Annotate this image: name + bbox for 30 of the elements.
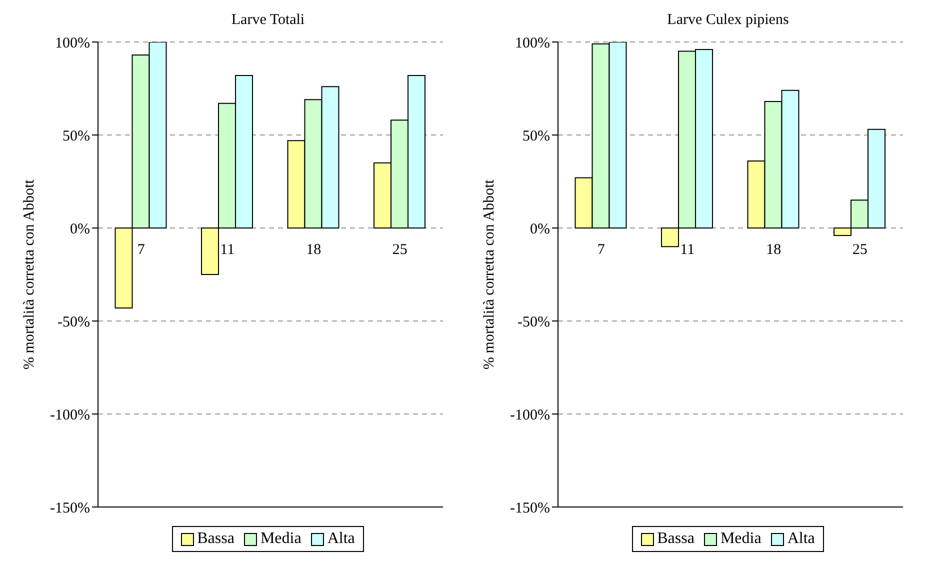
x-tick-label: 25 xyxy=(852,242,868,258)
legend-label: Bassa xyxy=(196,530,234,548)
legend-label: Alta xyxy=(786,530,815,548)
y-axis-title: % mortalità corretta con Abbott xyxy=(481,178,498,370)
y-tick-label: 0% xyxy=(70,221,90,238)
y-tick-label: 50% xyxy=(62,128,90,144)
chart-title: Larve Totali xyxy=(231,11,305,30)
y-tick-label: 100% xyxy=(55,35,90,52)
y-tick-label: -150% xyxy=(50,500,90,516)
y-tick-label: -100% xyxy=(50,407,90,424)
y-axis-title: % mortalità corretta con Abbott xyxy=(21,178,38,370)
x-tick-label: 18 xyxy=(766,242,782,258)
x-tick-label: 25 xyxy=(392,242,408,258)
legend-label: Media xyxy=(719,530,762,548)
y-tick-label: 50% xyxy=(522,128,550,144)
y-tick-label: 0% xyxy=(530,221,550,238)
y-tick-label: -50% xyxy=(518,314,550,330)
legend-label: Media xyxy=(259,530,302,548)
y-tick-label: -150% xyxy=(510,500,550,516)
x-tick-label: 11 xyxy=(220,242,235,258)
x-tick-label: 7 xyxy=(137,242,146,258)
y-tick-label: -100% xyxy=(510,407,550,424)
y-tick-label: 100% xyxy=(515,35,550,52)
x-tick-label: 7 xyxy=(597,242,606,258)
chart-title: Larve Culex pipiens xyxy=(667,11,789,30)
legend-label: Bassa xyxy=(656,530,694,548)
y-tick-label: -50% xyxy=(58,314,90,330)
x-tick-label: 18 xyxy=(306,242,322,258)
x-tick-label: 11 xyxy=(680,242,695,258)
legend-label: Alta xyxy=(326,530,355,548)
